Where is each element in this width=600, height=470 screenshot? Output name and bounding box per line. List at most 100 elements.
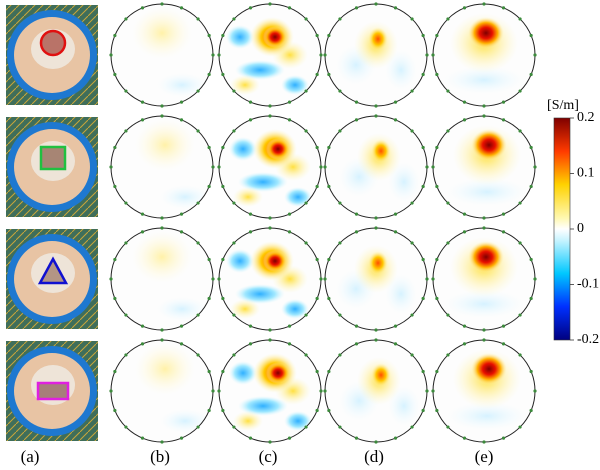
electrode <box>501 100 506 104</box>
electrode <box>232 425 236 429</box>
electrode <box>109 389 113 393</box>
blob <box>281 75 309 95</box>
electrode <box>248 6 253 10</box>
electrode <box>232 353 236 357</box>
electrode <box>160 216 164 220</box>
blob <box>444 66 524 94</box>
electrode <box>315 72 319 77</box>
electrode <box>462 100 467 104</box>
electrode <box>268 2 272 6</box>
electrode <box>248 230 253 234</box>
electrode <box>113 408 117 413</box>
electrode <box>410 89 414 93</box>
electrode <box>421 184 425 189</box>
electrode <box>529 408 533 413</box>
electrode <box>304 201 308 205</box>
panel-label: (e) <box>475 447 494 466</box>
electrode <box>354 230 359 234</box>
electrode <box>327 184 331 189</box>
colorbar-label: [S/m] <box>547 98 579 113</box>
electrode <box>113 369 117 374</box>
electrode <box>268 114 272 118</box>
electrode <box>393 100 398 104</box>
electrode <box>327 72 331 77</box>
electrode <box>501 230 506 234</box>
electrode <box>221 296 225 301</box>
electrode <box>435 296 439 301</box>
blob <box>368 251 388 275</box>
blob <box>468 17 504 49</box>
electrode <box>304 89 308 93</box>
electrode <box>140 100 145 104</box>
electrode <box>287 342 292 346</box>
electrode <box>338 17 342 21</box>
blob <box>235 60 285 80</box>
electrode <box>323 165 327 169</box>
electrode <box>533 277 537 281</box>
electrode <box>304 425 308 429</box>
electrode <box>319 277 323 281</box>
electrode <box>287 100 292 104</box>
electrode <box>446 89 450 93</box>
electrode <box>113 72 117 77</box>
blob <box>233 411 263 431</box>
electrode <box>518 89 522 93</box>
electrode <box>207 296 211 301</box>
electrode <box>354 118 359 122</box>
electrode <box>160 338 164 342</box>
electrode <box>196 201 200 205</box>
electrode <box>327 33 331 38</box>
electrode <box>435 184 439 189</box>
electrode <box>217 277 221 281</box>
electrode <box>518 17 522 21</box>
electrode <box>315 369 319 374</box>
panels <box>6 2 537 444</box>
blob <box>226 25 254 49</box>
electrode <box>179 324 184 328</box>
electrode <box>482 338 486 342</box>
electrode <box>319 53 323 57</box>
electrode <box>446 425 450 429</box>
electrode <box>393 118 398 122</box>
colorbar-tick-label: 0.1 <box>577 166 595 181</box>
electrode <box>196 129 200 133</box>
electrode <box>421 369 425 374</box>
electrode <box>338 129 342 133</box>
electrode <box>221 408 225 413</box>
electrode <box>393 6 398 10</box>
electrode <box>393 212 398 216</box>
electrode <box>196 89 200 93</box>
electrode <box>462 436 467 440</box>
colorbar-tick-label: 0 <box>577 221 584 236</box>
electrode <box>232 89 236 93</box>
electrode <box>248 436 253 440</box>
electrode <box>140 6 145 10</box>
electrode <box>393 324 398 328</box>
electrode <box>501 212 506 216</box>
electrode <box>327 408 331 413</box>
electrode <box>482 114 486 118</box>
blob <box>229 137 257 161</box>
blob <box>447 402 527 430</box>
blob <box>284 411 312 431</box>
electrode <box>287 6 292 10</box>
blob <box>135 343 195 395</box>
panel-label: (b) <box>150 447 170 466</box>
electrode <box>431 165 435 169</box>
electrode <box>462 342 467 346</box>
electrode <box>410 17 414 21</box>
blob <box>371 363 391 387</box>
electrode <box>221 184 225 189</box>
electrode <box>323 53 327 57</box>
electrode <box>140 118 145 122</box>
colorbar-tick-label: -0.2 <box>577 332 599 347</box>
electrode <box>338 89 342 93</box>
electrode <box>217 53 221 57</box>
electrode <box>232 241 236 245</box>
reconstruction <box>447 349 527 430</box>
blob <box>266 362 290 384</box>
blob <box>230 75 260 95</box>
electrode <box>482 328 486 332</box>
electrode <box>232 201 236 205</box>
reconstruction <box>132 7 207 97</box>
